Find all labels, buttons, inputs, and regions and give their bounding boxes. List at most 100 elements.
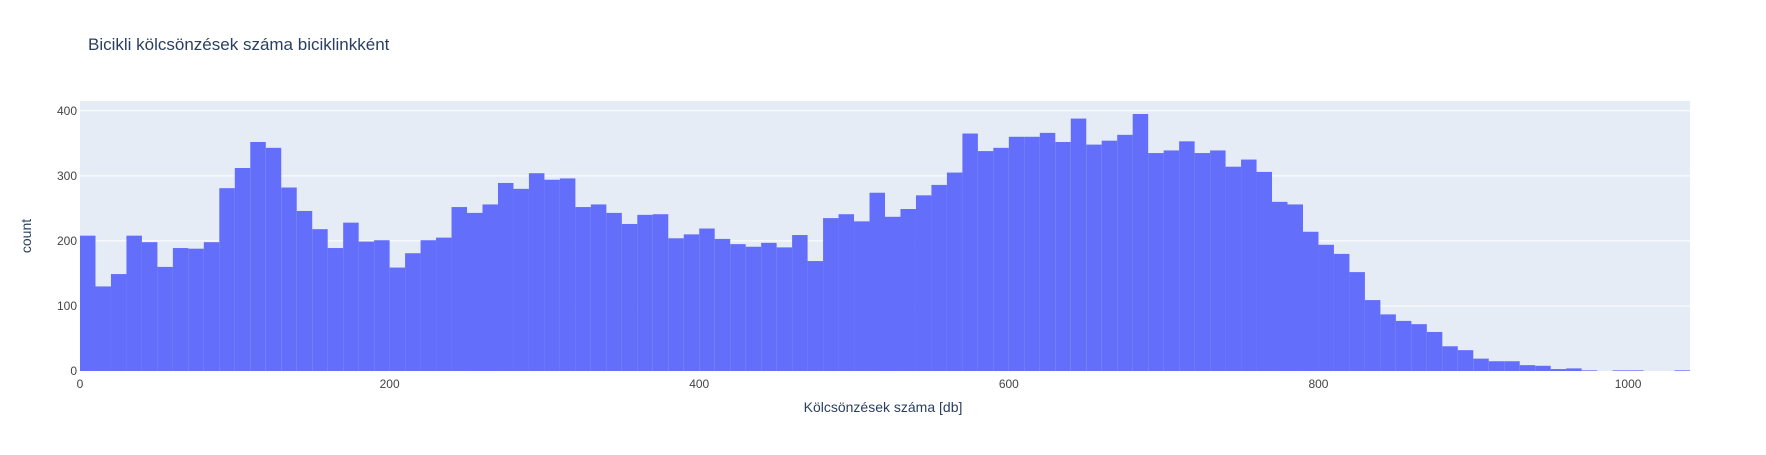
histogram-bar: [1055, 141, 1071, 371]
histogram-bar: [1674, 370, 1690, 371]
histogram-bar: [931, 184, 947, 371]
histogram-bar: [668, 238, 684, 371]
histogram-bar: [1210, 150, 1226, 371]
histogram-bar: [374, 240, 390, 371]
histogram-bar: [513, 188, 529, 371]
histogram-bar: [1566, 368, 1582, 371]
histogram-bar: [699, 228, 715, 371]
histogram-bar: [606, 212, 622, 371]
histogram-bar: [1148, 153, 1164, 371]
histogram-bar: [1504, 361, 1520, 371]
histogram-bar: [1349, 272, 1365, 371]
histogram-bar: [869, 192, 885, 371]
x-tick-label: 0: [77, 377, 84, 391]
x-tick-label: 200: [380, 377, 400, 391]
histogram-bar: [358, 241, 375, 371]
histogram-bar: [683, 234, 700, 371]
histogram-bar: [637, 214, 653, 371]
histogram-bar: [590, 204, 607, 371]
histogram-bar: [962, 133, 978, 371]
x-axis-title: Kölcsönzések száma [db]: [804, 399, 963, 415]
histogram-bar: [1442, 346, 1458, 371]
histogram-bar: [1302, 231, 1319, 371]
histogram-bar: [776, 247, 793, 371]
histogram-bar: [1241, 159, 1257, 371]
x-tick-label: 400: [689, 377, 709, 391]
histogram-bar: [296, 210, 313, 371]
histogram-bar: [1426, 331, 1443, 371]
histogram-bar: [1612, 370, 1629, 371]
histogram-bar: [172, 248, 189, 371]
histogram-bar: [126, 235, 142, 371]
histogram-bar: [1488, 361, 1505, 371]
bars-layer: [80, 114, 1690, 372]
histogram-bar: [482, 204, 498, 371]
axes-layer: 0 200 400 600 800 1000 0 100 200 300 400: [57, 104, 1642, 391]
histogram-bar: [497, 182, 514, 371]
y-tick-label: 200: [57, 234, 77, 248]
histogram-bar: [312, 229, 328, 371]
histogram-bar: [559, 178, 576, 371]
histogram-bar: [1272, 201, 1288, 371]
histogram-bar: [1550, 369, 1567, 371]
histogram-bar: [188, 248, 204, 371]
y-tick-label: 0: [70, 364, 77, 378]
histogram-bar: [1535, 365, 1551, 371]
chart-title: Bicikli kölcsönzések száma biciklinkként: [88, 35, 390, 54]
histogram-bar: [141, 242, 158, 371]
y-tick-label: 100: [57, 299, 77, 313]
histogram-bar: [977, 151, 994, 371]
histogram-bar: [528, 173, 545, 371]
histogram-bar: [436, 237, 452, 371]
histogram-bar: [1628, 370, 1644, 371]
y-tick-label: 300: [57, 169, 77, 183]
histogram-bar: [343, 222, 359, 371]
histogram-bar: [1070, 118, 1087, 372]
y-axis-title: count: [18, 219, 34, 253]
histogram-bar: [993, 147, 1009, 371]
histogram-bar: [1225, 166, 1242, 371]
histogram-bar: [1457, 350, 1474, 371]
histogram-bar: [1287, 204, 1303, 371]
histogram-bar: [854, 221, 870, 371]
histogram-bar: [730, 244, 746, 371]
histogram-bar: [1395, 320, 1412, 371]
histogram-bar: [389, 267, 406, 371]
histogram-bar: [1364, 300, 1381, 371]
y-tick-label: 400: [57, 104, 77, 118]
histogram-bar: [110, 274, 127, 371]
histogram-bar: [234, 168, 251, 371]
histogram-bar: [838, 214, 855, 371]
histogram-bar: [1473, 358, 1489, 371]
histogram-bar: [1380, 314, 1396, 371]
histogram-bar: [761, 242, 777, 371]
histogram-bar: [219, 188, 235, 371]
histogram-bar: [1411, 324, 1427, 371]
histogram-bar: [1318, 244, 1334, 371]
histogram-bar: [281, 187, 297, 371]
histogram-bar: [1039, 132, 1056, 371]
histogram-bar: [451, 207, 468, 371]
histogram-bar: [250, 141, 266, 371]
histogram-bar: [885, 216, 901, 371]
x-tick-label: 800: [1308, 377, 1328, 391]
histogram-bar: [1581, 370, 1598, 371]
histogram-bar: [714, 238, 731, 371]
histogram-bar: [745, 246, 762, 371]
histogram-bar: [621, 223, 638, 371]
x-tick-label: 1000: [1615, 377, 1642, 391]
histogram-bar: [265, 147, 282, 371]
histogram-bar: [1256, 171, 1273, 371]
histogram-bar: [946, 172, 963, 371]
histogram-bar: [652, 214, 669, 371]
histogram-bar: [1101, 140, 1118, 371]
histogram-bar: [80, 235, 96, 371]
histogram-bar: [1519, 365, 1536, 371]
histogram-bar: [1163, 150, 1180, 371]
histogram-bar: [327, 248, 344, 371]
histogram-bar: [1333, 253, 1350, 371]
histogram-bar: [1194, 153, 1211, 371]
histogram-bar: [1132, 114, 1149, 371]
histogram-bar: [915, 195, 932, 371]
